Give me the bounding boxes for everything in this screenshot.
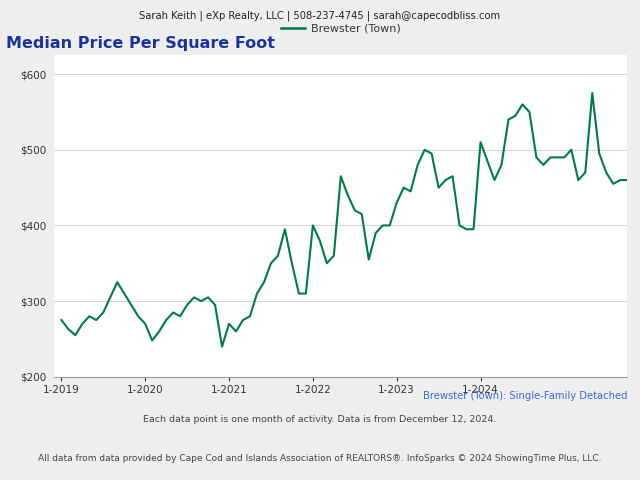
Text: Each data point is one month of activity. Data is from December 12, 2024.: Each data point is one month of activity… xyxy=(143,415,497,424)
Text: Sarah Keith | eXp Realty, LLC | 508-237-4745 | sarah@capecodbliss.com: Sarah Keith | eXp Realty, LLC | 508-237-… xyxy=(140,11,500,21)
Text: Brewster (Town): Single-Family Detached: Brewster (Town): Single-Family Detached xyxy=(422,391,627,401)
Text: Median Price Per Square Foot: Median Price Per Square Foot xyxy=(6,36,275,51)
Legend: Brewster (Town): Brewster (Town) xyxy=(276,19,405,38)
Text: All data from data provided by Cape Cod and Islands Association of REALTORS®. In: All data from data provided by Cape Cod … xyxy=(38,454,602,463)
